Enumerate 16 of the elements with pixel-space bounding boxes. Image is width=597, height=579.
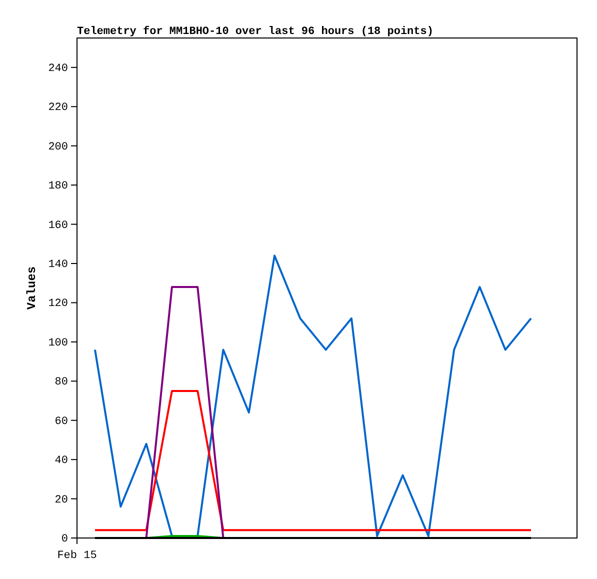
y-tick-label: 0 [61, 534, 68, 546]
y-tick-label: 20 [54, 494, 68, 506]
y-tick-label: 160 [48, 220, 68, 232]
y-tick-label: 220 [48, 102, 68, 114]
y-tick-label: 200 [48, 141, 68, 154]
y-tick-label: 140 [48, 259, 68, 272]
text: Feb 15 [57, 550, 97, 562]
y-tick-label: 100 [48, 337, 68, 350]
y-tick-label: 180 [48, 180, 68, 193]
y-tick-label: 60 [54, 416, 68, 428]
y-axis-title: Values [25, 266, 39, 310]
y-tick-label: 240 [48, 62, 68, 75]
chart-title: Telemetry for MM1BHO-10 over last 96 hours (18 points) [77, 25, 434, 38]
y-tick-label: 120 [48, 298, 68, 310]
y-tick-label: 80 [54, 376, 68, 389]
y-tick-label: 40 [54, 455, 68, 468]
